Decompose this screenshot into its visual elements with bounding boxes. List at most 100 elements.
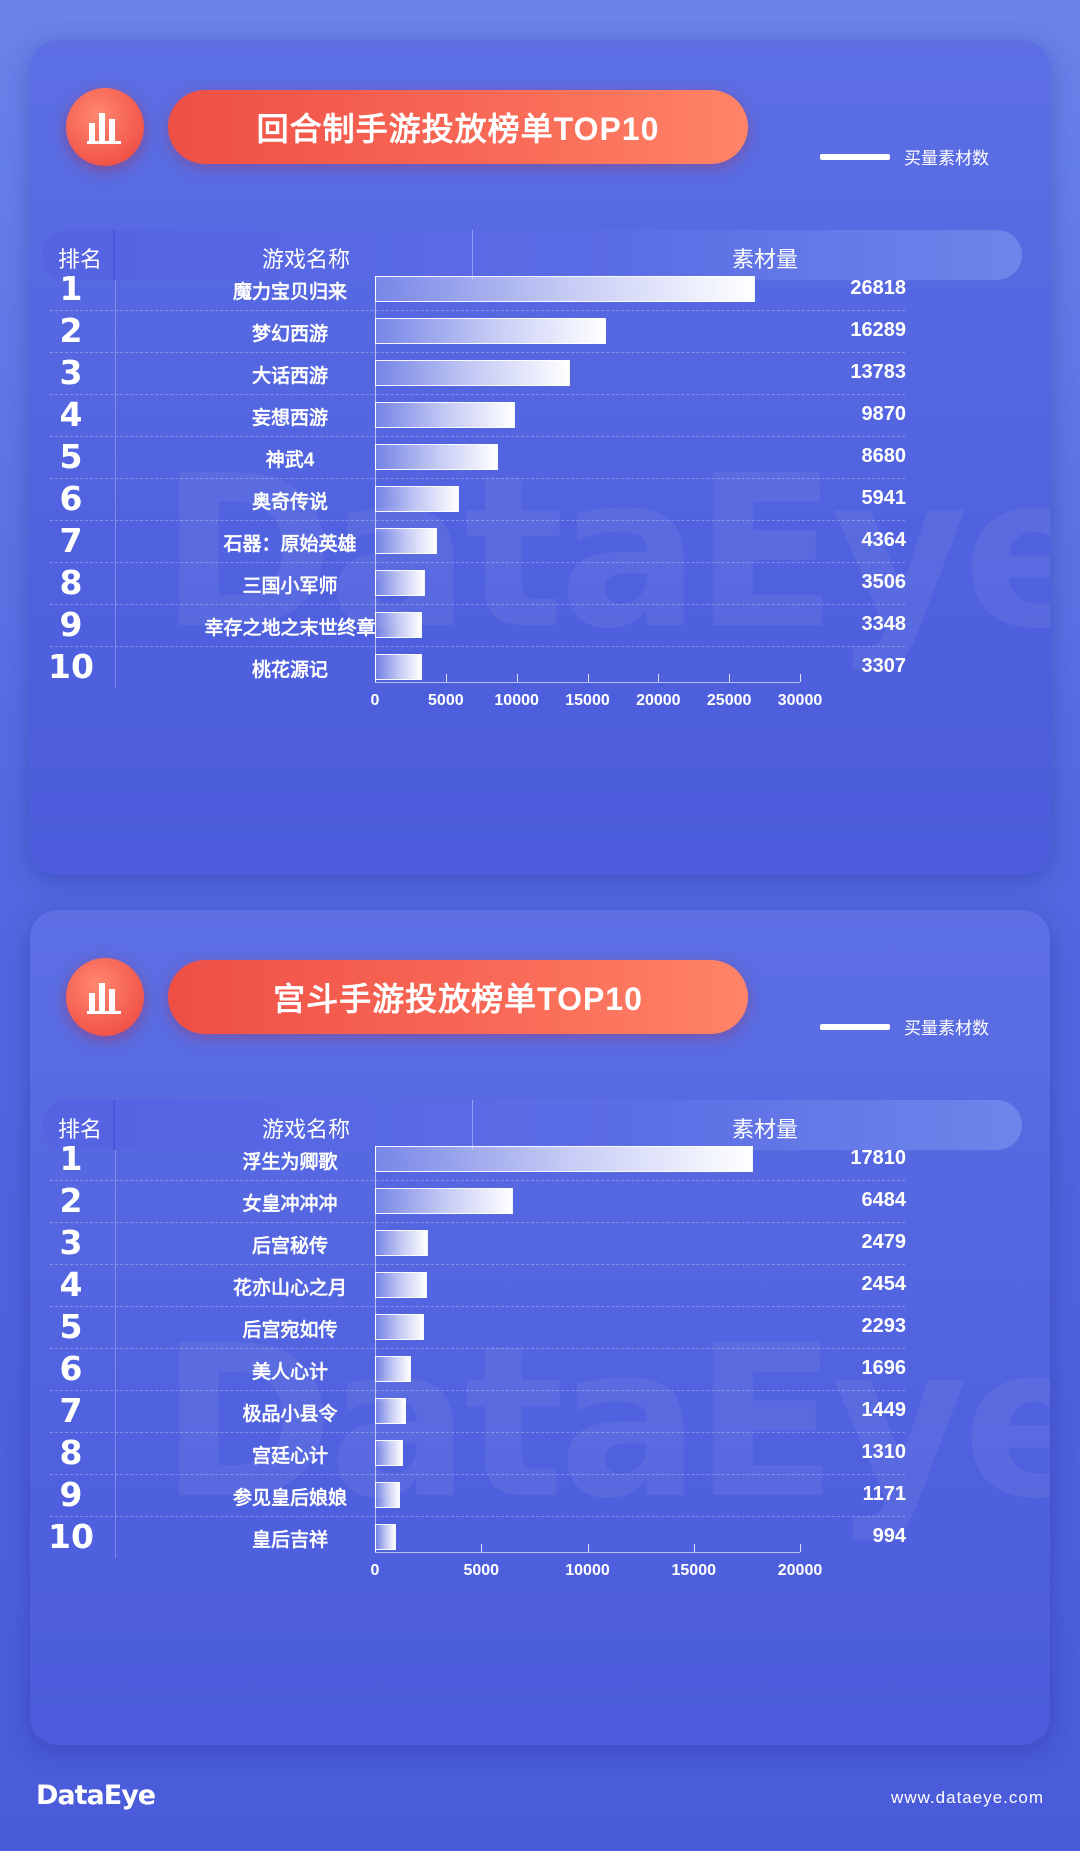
bar: [375, 1356, 412, 1382]
bar: [375, 402, 515, 428]
row-separator: [50, 1432, 905, 1433]
data-label: 8680: [861, 445, 907, 467]
footer-logo: DataEye: [36, 1780, 156, 1811]
game-name: 桃花源记: [251, 660, 328, 681]
bar: [375, 654, 422, 680]
game-name: 魔力宝贝归来: [232, 282, 347, 303]
bar: [375, 360, 571, 386]
x-tick: [445, 674, 447, 682]
rank-column-divider: [115, 1150, 116, 1558]
header-count: 素材量: [732, 1117, 799, 1142]
rank-number: 9: [59, 1475, 83, 1514]
data-label: 3307: [861, 655, 907, 677]
header-divider: [472, 1100, 473, 1150]
row-separator: [50, 646, 905, 647]
data-label: 1310: [861, 1441, 907, 1463]
x-tick-label: 5000: [428, 692, 464, 709]
bar: [375, 1314, 424, 1340]
x-tick-label: 20000: [777, 1562, 823, 1579]
data-label: 3348: [861, 613, 907, 635]
header-divider: [113, 1100, 115, 1150]
legend-label: 买量素材数: [904, 1019, 989, 1038]
rank-number: 5: [59, 1307, 83, 1346]
game-name: 浮生为卿歌: [242, 1152, 338, 1173]
legend-swatch: [820, 1023, 890, 1030]
rank-number: 8: [59, 1433, 83, 1472]
watermark: DataEye: [160, 1300, 1050, 1545]
bar: [375, 318, 606, 344]
footer-url[interactable]: www.dataeye.com: [891, 1788, 1044, 1807]
rank-number: 10: [48, 647, 94, 686]
legend-label: 买量素材数: [904, 149, 989, 168]
rank-number: 10: [48, 1517, 94, 1556]
rank-number: 4: [59, 1265, 83, 1304]
x-tick: [375, 1544, 376, 1552]
bar: [375, 1272, 428, 1298]
data-label: 16289: [850, 319, 906, 341]
data-label: 13783: [850, 361, 906, 383]
x-tick-label: 0: [370, 692, 380, 709]
row-separator: [50, 1264, 905, 1265]
rank-number: 6: [59, 1349, 83, 1388]
row-separator: [50, 394, 905, 395]
game-name: 宫廷心计: [251, 1446, 328, 1467]
legend: 买量素材数: [820, 144, 989, 169]
x-tick-label: 15000: [565, 692, 610, 709]
data-label: 994: [872, 1525, 906, 1547]
rank-number: 4: [59, 395, 83, 434]
game-name: 女皇冲冲冲: [242, 1194, 338, 1215]
rank-number: 5: [59, 437, 83, 476]
row-separator: [50, 520, 905, 521]
rank-number: 7: [59, 521, 83, 560]
game-name: 妄想西游: [251, 408, 328, 429]
row-separator: [50, 1390, 905, 1391]
bar: [375, 1146, 754, 1172]
x-tick: [481, 1544, 483, 1552]
bar: [375, 1188, 513, 1214]
row-separator: [50, 1474, 905, 1475]
header-name: 游戏名称: [262, 1117, 351, 1142]
watermark: DataEye: [160, 430, 1050, 675]
header-rank: 排名: [58, 247, 103, 272]
x-tick-label: 30000: [777, 692, 823, 709]
game-name: 奥奇传说: [251, 492, 328, 513]
chart-title: 回合制手游投放榜单TOP10: [168, 90, 748, 164]
bar-chart-icon: [66, 88, 144, 166]
game-name: 皇后吉祥: [251, 1530, 328, 1551]
x-tick-label: 20000: [636, 692, 681, 709]
data-label: 1696: [861, 1357, 907, 1379]
data-label: 2479: [861, 1231, 907, 1253]
row-separator: [50, 1180, 905, 1181]
rank-number: 9: [59, 605, 83, 644]
game-name: 后宫秘传: [251, 1236, 328, 1257]
bar: [375, 1398, 406, 1424]
game-name: 幸存之地之末世终章: [204, 618, 376, 639]
data-label: 17810: [850, 1147, 906, 1169]
x-tick: [729, 674, 731, 682]
x-tick: [587, 674, 589, 682]
bar: [375, 1230, 428, 1256]
bar: [375, 444, 498, 470]
data-label: 3506: [861, 571, 907, 593]
bar: [375, 486, 460, 512]
game-name: 石器：原始英雄: [223, 534, 357, 555]
rank-number: 6: [59, 479, 83, 518]
game-name: 花亦山心之月: [232, 1278, 347, 1299]
y-axis: [375, 280, 376, 682]
game-name: 神武4: [265, 450, 315, 471]
data-label: 2454: [861, 1273, 907, 1295]
table-header: 排名 游戏名称 素材量: [42, 1100, 1022, 1150]
x-axis: [375, 682, 800, 683]
rank-number: 7: [59, 1391, 83, 1430]
legend: 买量素材数: [820, 1014, 989, 1039]
row-separator: [50, 478, 905, 479]
chart-panel-turn-based: DataEye 回合制手游投放榜单TOP10 买量素材数 排名 游戏名称 素材量…: [30, 40, 1050, 875]
bar: [375, 612, 423, 638]
rank-number: 8: [59, 563, 83, 602]
x-tick: [587, 1544, 589, 1552]
x-tick: [800, 674, 801, 682]
legend-swatch: [820, 153, 890, 160]
bar: [375, 276, 755, 302]
bar: [375, 528, 437, 554]
x-tick: [375, 674, 376, 682]
